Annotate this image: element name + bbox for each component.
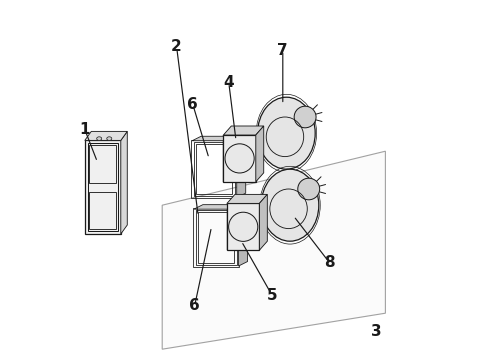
Polygon shape — [237, 136, 245, 198]
Ellipse shape — [97, 137, 102, 140]
Polygon shape — [162, 151, 386, 349]
Polygon shape — [256, 126, 264, 182]
Polygon shape — [192, 136, 245, 141]
Polygon shape — [85, 131, 127, 140]
Text: 4: 4 — [223, 75, 234, 90]
Ellipse shape — [107, 137, 112, 140]
Polygon shape — [259, 194, 268, 250]
Polygon shape — [85, 140, 121, 234]
Polygon shape — [227, 203, 259, 250]
Ellipse shape — [229, 212, 258, 242]
Text: 3: 3 — [371, 324, 382, 339]
Text: 2: 2 — [171, 39, 182, 54]
Text: 8: 8 — [324, 255, 335, 270]
Ellipse shape — [294, 106, 316, 128]
Text: 7: 7 — [277, 43, 288, 58]
Ellipse shape — [258, 97, 315, 169]
Polygon shape — [227, 194, 268, 203]
Polygon shape — [121, 131, 127, 234]
Text: 1: 1 — [79, 122, 90, 137]
Text: 5: 5 — [267, 288, 277, 303]
Text: 6: 6 — [188, 97, 198, 112]
Polygon shape — [239, 205, 247, 266]
Polygon shape — [223, 135, 256, 182]
Polygon shape — [194, 205, 247, 209]
Text: 6: 6 — [189, 298, 200, 314]
Ellipse shape — [225, 144, 254, 173]
Ellipse shape — [298, 178, 319, 200]
Polygon shape — [223, 126, 264, 135]
Ellipse shape — [261, 169, 319, 241]
